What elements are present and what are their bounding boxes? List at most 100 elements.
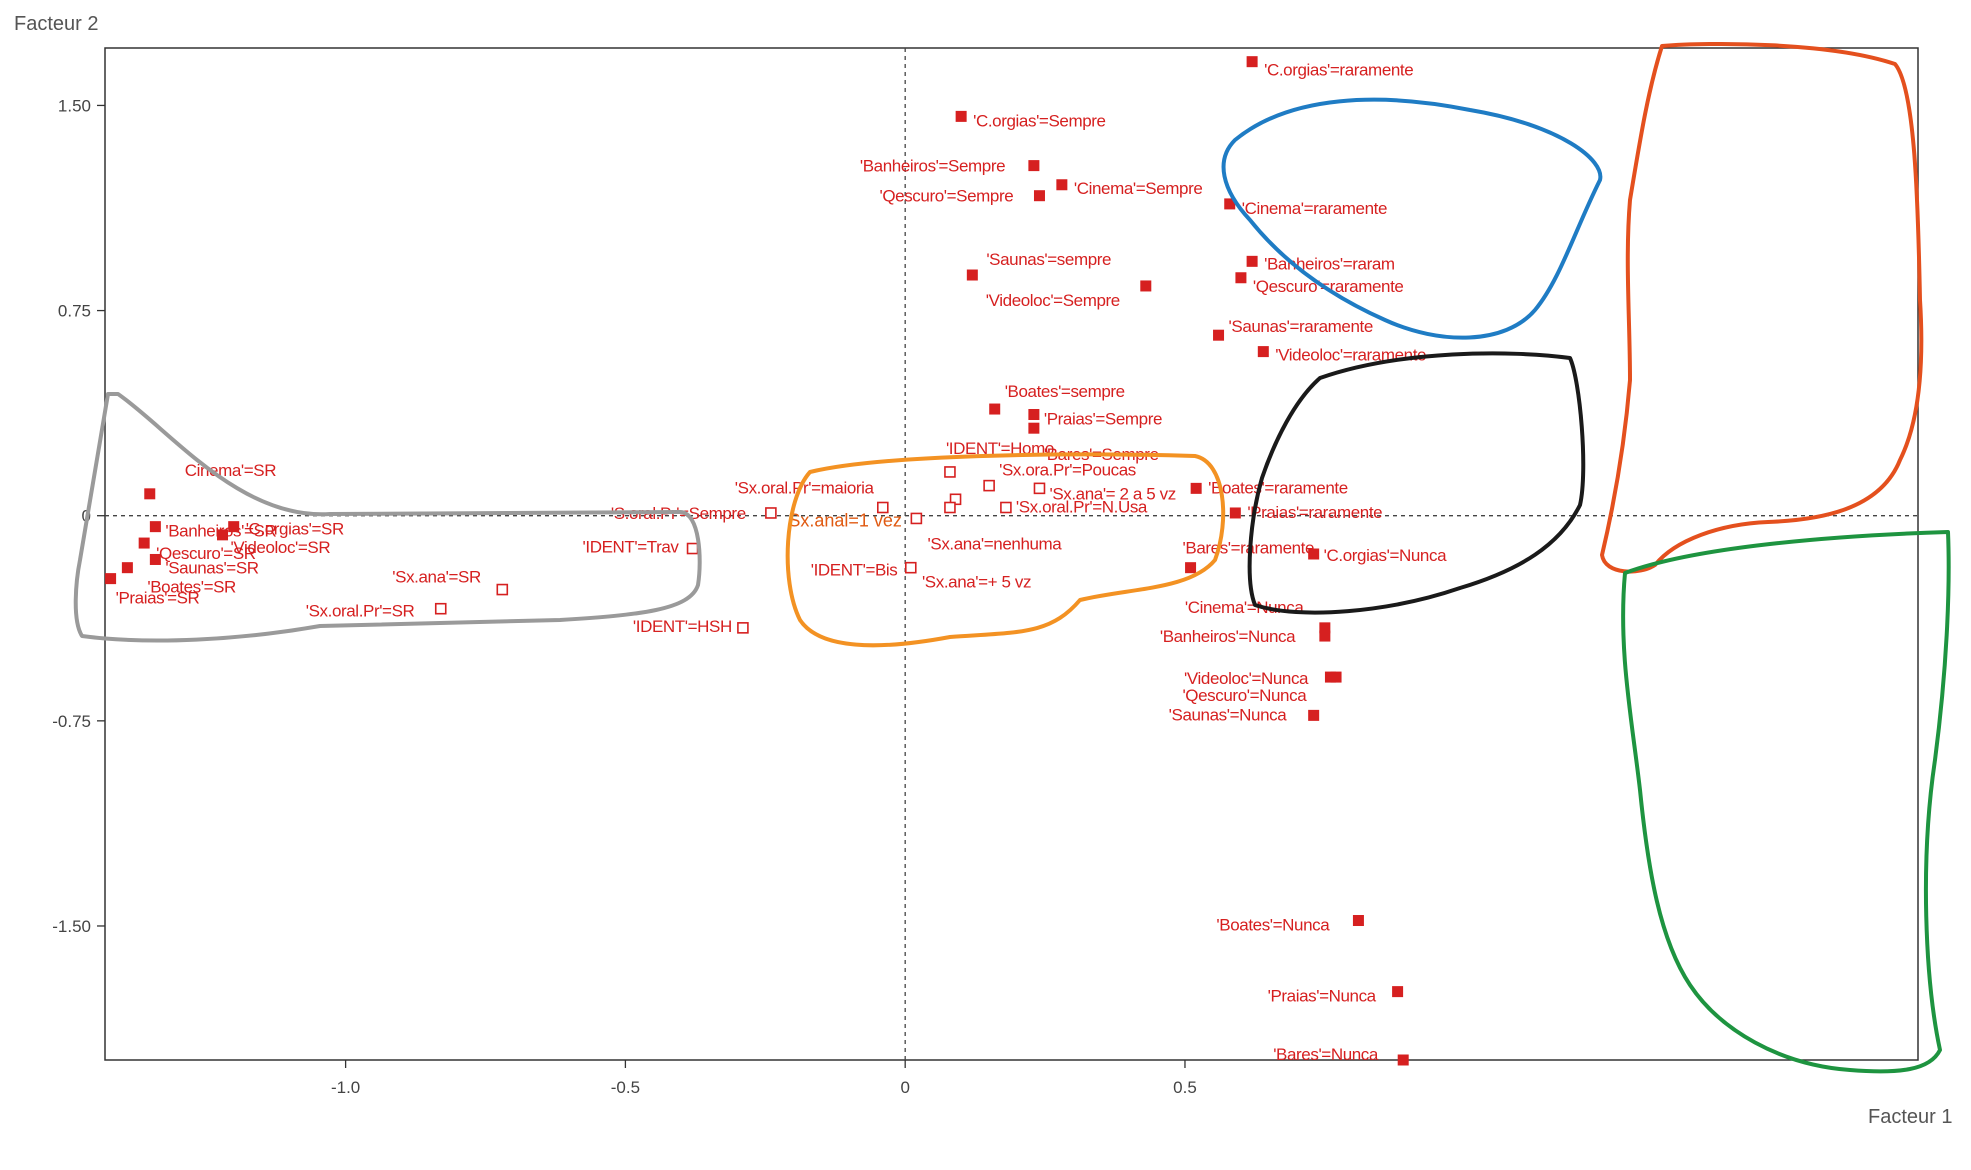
point-label: 'C.orgias'=SR bbox=[246, 520, 344, 539]
point-label: 'IDENT'=Bis bbox=[811, 561, 898, 580]
point-label: 'Sx.ana'= 2 a 5 vz bbox=[1049, 484, 1175, 503]
point-marker bbox=[1330, 671, 1342, 683]
group-outline bbox=[1221, 97, 1603, 340]
point-label: Sx.anal=1 vez bbox=[788, 510, 902, 530]
point-marker bbox=[1392, 986, 1404, 998]
point-label: 'Videoloc'=Sempre bbox=[986, 291, 1120, 310]
point-label: 'Boates'=Nunca bbox=[1216, 916, 1330, 935]
point-label: 'C.orgias'=Sempre bbox=[973, 111, 1105, 130]
y-tick-label: 1.50 bbox=[58, 96, 91, 115]
point-marker bbox=[149, 553, 161, 565]
point-marker bbox=[1246, 255, 1258, 267]
point-label: 'Videoloc'=Nunca bbox=[1184, 669, 1309, 688]
point-label: 'Saunas'=SR bbox=[165, 558, 258, 577]
point-marker bbox=[1185, 562, 1197, 574]
point-marker bbox=[1190, 482, 1202, 494]
point-label: 'Praias'=Sempre bbox=[1044, 410, 1162, 429]
point-label: 'Cinema'=Nunca bbox=[1185, 598, 1304, 617]
point-marker bbox=[1224, 198, 1236, 210]
point-label: 'Qescuro'=SR bbox=[156, 544, 256, 563]
point-label: 'Boates'=SR bbox=[147, 578, 236, 597]
group-outline bbox=[1247, 351, 1586, 615]
point-marker bbox=[904, 561, 917, 574]
point-marker bbox=[1324, 671, 1336, 683]
point-label: 'Praias'=Nunca bbox=[1268, 987, 1377, 1006]
point-marker bbox=[1397, 1054, 1409, 1066]
point-label: 'Bares'=Nunca bbox=[1273, 1045, 1379, 1064]
point-marker bbox=[1308, 709, 1320, 721]
y-tick-label: -1.50 bbox=[52, 917, 91, 936]
point-marker bbox=[944, 466, 956, 478]
group-outlines bbox=[73, 41, 1951, 1074]
point-marker bbox=[910, 512, 923, 525]
point-label: 'Sx.ora.Pr'=Poucas bbox=[999, 461, 1136, 480]
point-label: 'Boates'=sempre bbox=[1005, 382, 1125, 401]
point-marker bbox=[876, 501, 889, 514]
point-marker bbox=[765, 507, 777, 519]
point-marker bbox=[1028, 409, 1040, 421]
point-marker bbox=[105, 573, 117, 585]
point-marker bbox=[1028, 160, 1040, 172]
point-marker bbox=[1140, 280, 1152, 292]
point-label: 'Qescuro'=Sempre bbox=[879, 187, 1013, 206]
point-label: 'Videoloc'=SR bbox=[231, 538, 331, 557]
plot-frame bbox=[104, 47, 1919, 1061]
point-label: 'Saunas'=sempre bbox=[986, 250, 1111, 269]
point-marker bbox=[955, 110, 967, 122]
point-marker bbox=[434, 602, 447, 615]
point-label: 'Cinema'=Sempre bbox=[1074, 179, 1203, 198]
point-label: 'IDENT'=Trav bbox=[583, 538, 680, 557]
point-label: 'Saunas'=raramente bbox=[1229, 317, 1373, 336]
point-marker bbox=[1319, 630, 1331, 642]
y-axis-title: Facteur 2 bbox=[14, 13, 98, 35]
group-outline bbox=[73, 392, 702, 643]
point-label: 'Praias'=raramente bbox=[1247, 503, 1382, 522]
point-label: 'Qescuro'=raramente bbox=[1253, 277, 1404, 296]
point-marker bbox=[989, 403, 1001, 415]
point-label: 'Videoloc'=raramente bbox=[1275, 346, 1426, 365]
point-marker bbox=[1308, 548, 1320, 560]
point-label: 'Boates'=raramente bbox=[1208, 478, 1348, 497]
point-marker bbox=[149, 521, 161, 533]
point-marker bbox=[944, 501, 956, 514]
point-label: 'Sx.oral.Pr'=SR bbox=[306, 602, 415, 621]
point-marker bbox=[1000, 501, 1012, 514]
group-outline bbox=[785, 452, 1226, 648]
point-marker bbox=[1229, 507, 1241, 519]
point-marker bbox=[1257, 346, 1269, 358]
point-marker bbox=[1033, 190, 1045, 202]
point-marker bbox=[1213, 329, 1225, 341]
point-label: 'IDENT'=HSH bbox=[633, 617, 732, 636]
point-label: 'Qescuro'=Nunca bbox=[1182, 686, 1307, 705]
point-marker bbox=[228, 521, 240, 533]
point-label: 'Banheiros'=Sempre bbox=[860, 157, 1005, 176]
point-marker bbox=[1352, 915, 1364, 927]
point-label: 'C.orgias'=raramente bbox=[1264, 61, 1413, 80]
point-marker bbox=[217, 529, 229, 541]
point-marker bbox=[1235, 272, 1247, 284]
point-marker bbox=[1033, 482, 1046, 495]
point-marker bbox=[737, 622, 749, 634]
x-tick-label: 0 bbox=[900, 1078, 909, 1097]
x-axis-title: Facteur 1 bbox=[1868, 1106, 1952, 1128]
point-label: 'Sx.ana'=+ 5 vz bbox=[922, 573, 1031, 592]
point-marker bbox=[686, 542, 699, 555]
point-label: 'Sx.ana'=SR bbox=[392, 568, 481, 587]
x-tick-label: -0.5 bbox=[611, 1078, 640, 1097]
point-marker bbox=[138, 537, 150, 549]
point-marker bbox=[983, 479, 995, 492]
y-tick-label: 0.75 bbox=[58, 302, 91, 321]
point-marker bbox=[144, 488, 156, 500]
group-outline bbox=[1621, 530, 1951, 1074]
x-tick-label: 0.5 bbox=[1173, 1078, 1197, 1097]
point-label: 'Saunas'=Nunca bbox=[1169, 705, 1288, 724]
point-marker bbox=[1246, 56, 1258, 68]
point-label: 'C.orgias'=Nunca bbox=[1324, 546, 1447, 565]
point-label: 'Sx.oral.Pr'=maioria bbox=[735, 479, 875, 498]
point-marker bbox=[1056, 179, 1068, 191]
point-label: 'Cinema'=raramente bbox=[1242, 199, 1387, 218]
point-label: 'Praias'=SR bbox=[116, 589, 200, 608]
group-outline bbox=[1600, 41, 1924, 574]
point-label: 'Sx.ana'=nenhuma bbox=[928, 534, 1063, 553]
